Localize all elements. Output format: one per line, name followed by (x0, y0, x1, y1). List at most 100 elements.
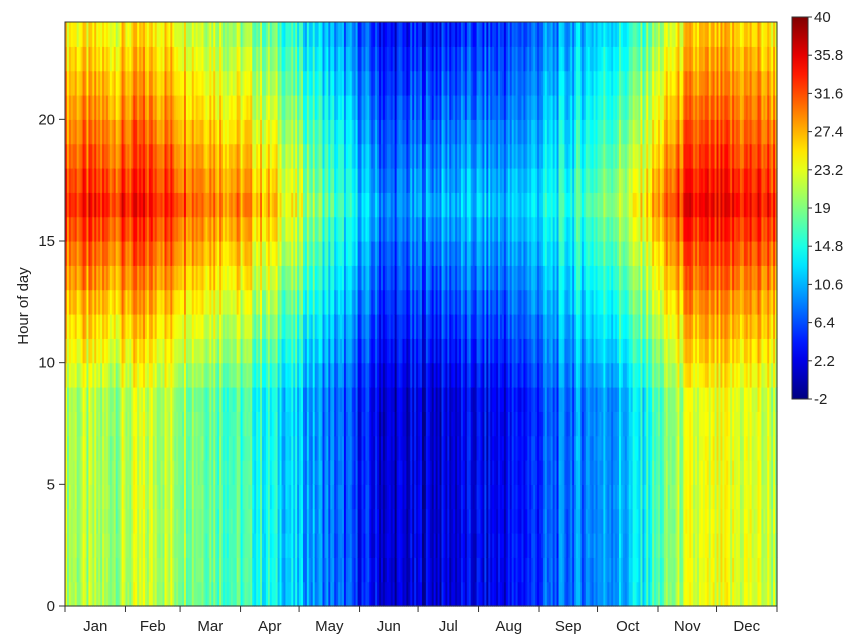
heatmap-cell (221, 387, 224, 412)
heatmap-cell (328, 338, 331, 364)
heatmap-cell (281, 484, 285, 510)
heatmap-cell (279, 265, 283, 291)
heatmap-cell (265, 484, 269, 510)
heatmap-cell (328, 314, 331, 339)
heatmap-cell (349, 241, 353, 266)
heatmap-cell (336, 362, 339, 388)
heatmap-cell (117, 22, 121, 47)
heatmap-cell (244, 22, 248, 47)
heatmap-cell (66, 22, 70, 47)
heatmap-cell (343, 192, 347, 218)
heatmap-cell (209, 338, 212, 364)
heatmap-cell (299, 241, 302, 266)
heatmap-cell (182, 508, 185, 534)
heatmap-cell (183, 265, 187, 291)
heatmap-cell (195, 484, 199, 510)
heatmap-cell (156, 411, 160, 437)
heatmap-cell (137, 143, 140, 169)
heatmap-cell (297, 533, 300, 558)
heatmap-cell (76, 314, 80, 339)
heatmap-cell (154, 168, 158, 193)
heatmap-cell (248, 508, 251, 534)
heatmap-cell (111, 168, 115, 193)
heatmap-cell (254, 143, 257, 169)
heatmap-cell (250, 241, 253, 266)
heatmap-cell (168, 241, 171, 266)
heatmap-cell (96, 314, 99, 339)
heatmap-cell (131, 508, 134, 534)
heatmap-cell (252, 46, 255, 72)
heatmap-cell (193, 265, 197, 291)
heatmap-cell (86, 387, 90, 412)
heatmap-cell (254, 216, 257, 242)
heatmap-cell (230, 533, 234, 558)
heatmap-cell (320, 216, 324, 242)
heatmap-cell (336, 289, 339, 315)
heatmap-cell (164, 557, 168, 583)
heatmap-cell (199, 192, 203, 218)
heatmap-cell (127, 411, 130, 437)
heatmap-cell (100, 581, 103, 607)
heatmap-cell (207, 70, 210, 96)
heatmap-cell (133, 411, 136, 437)
heatmap-cell (291, 484, 294, 510)
heatmap-cell (88, 314, 91, 339)
heatmap-cell (250, 192, 253, 218)
heatmap-cell (347, 143, 351, 169)
heatmap-cell (330, 557, 333, 583)
heatmap-cell (84, 387, 88, 412)
heatmap-cell (262, 557, 265, 583)
heatmap-cell (345, 95, 349, 120)
heatmap-cell (328, 557, 331, 583)
heatmap-cell (353, 338, 357, 364)
heatmap-cell (96, 557, 99, 583)
heatmap-cell (351, 95, 355, 120)
heatmap-cell (223, 119, 226, 145)
heatmap-cell (263, 289, 267, 315)
heatmap-cell (310, 168, 314, 193)
heatmap-cell (100, 168, 103, 193)
heatmap-cell (70, 435, 74, 461)
heatmap-cell (80, 289, 84, 315)
heatmap-cell (182, 362, 185, 388)
heatmap-cell (183, 581, 187, 607)
heatmap-cell (207, 168, 210, 193)
heatmap-cell (113, 216, 117, 242)
heatmap-cell (96, 460, 99, 485)
heatmap-cell (238, 168, 242, 193)
heatmap-cell (127, 241, 130, 266)
heatmap-cell (285, 508, 288, 534)
heatmap-cell (256, 314, 259, 339)
heatmap-cell (86, 484, 90, 510)
heatmap-cell (355, 241, 359, 266)
heatmap-cell (76, 241, 80, 266)
heatmap-cell (269, 265, 273, 291)
heatmap-cell (90, 168, 93, 193)
heatmap-cell (68, 533, 72, 558)
heatmap-cell (343, 557, 347, 583)
heatmap-cell (70, 581, 74, 607)
heatmap-cell (230, 484, 234, 510)
heatmap-cell (328, 362, 331, 388)
heatmap-cell (158, 216, 162, 242)
heatmap-cell (306, 581, 310, 607)
heatmap-cell (84, 435, 88, 461)
heatmap-cell (330, 362, 333, 388)
heatmap-cell (273, 241, 277, 266)
heatmap-cell (185, 192, 189, 218)
heatmap-cell (306, 95, 310, 120)
heatmap-cell (80, 95, 84, 120)
heatmap-cell (180, 289, 183, 315)
heatmap-cell (215, 581, 218, 607)
heatmap-cell (316, 508, 320, 534)
heatmap-cell (197, 192, 201, 218)
heatmap-cell (205, 508, 208, 534)
heatmap-cell (342, 362, 345, 388)
heatmap-cell (102, 411, 105, 437)
heatmap-cell (285, 533, 288, 558)
heatmap-cell (242, 241, 246, 266)
heatmap-cell (306, 192, 310, 218)
heatmap-cell (150, 557, 154, 583)
heatmap-cell (135, 362, 138, 388)
heatmap-cell (187, 168, 191, 193)
